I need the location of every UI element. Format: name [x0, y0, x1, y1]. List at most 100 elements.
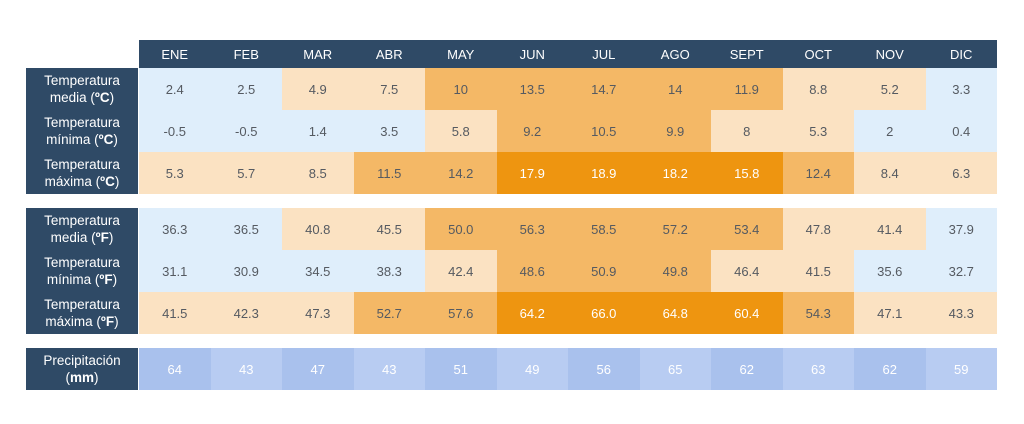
- table-cell: 47.1: [854, 292, 926, 334]
- table-cell: 10: [425, 68, 497, 110]
- table-cell: 57.6: [425, 292, 497, 334]
- table-cell: 64.8: [639, 292, 711, 334]
- table-cell: 15.8: [711, 152, 783, 194]
- table-cell: 8.4: [854, 152, 926, 194]
- month-header: DIC: [925, 40, 997, 68]
- month-header: SEPT: [711, 40, 783, 68]
- row-label: Temperatura media (ºF): [26, 208, 138, 250]
- table-cell: 36.3: [139, 208, 211, 250]
- table-cell: 36.5: [210, 208, 282, 250]
- table-cell: 41.5: [139, 292, 211, 334]
- table-cell: 4.9: [282, 68, 354, 110]
- table-cell: 38.3: [353, 250, 425, 292]
- row-label: Temperatura media (ºC): [26, 68, 138, 110]
- table-cell: 47.8: [782, 208, 854, 250]
- precip-cell: 43: [353, 348, 425, 390]
- table-cell: -0.5: [210, 110, 282, 152]
- table-cell: 50.0: [425, 208, 497, 250]
- table-cell: 32.7: [925, 250, 997, 292]
- table-cell: 45.5: [353, 208, 425, 250]
- table-cell: 3.5: [353, 110, 425, 152]
- table-cell: 5.3: [782, 110, 854, 152]
- table-cell: 3.3: [925, 68, 997, 110]
- table-cell: 14: [639, 68, 711, 110]
- month-header: MAY: [425, 40, 497, 68]
- precip-cell: 49: [496, 348, 568, 390]
- month-header: ENE: [139, 40, 211, 68]
- precip-cell: 63: [782, 348, 854, 390]
- table-cell: 5.7: [210, 152, 282, 194]
- table-cell: 46.4: [711, 250, 783, 292]
- table-cell: 2.4: [139, 68, 211, 110]
- table-cell: -0.5: [139, 110, 211, 152]
- table-cell: 1.4: [282, 110, 354, 152]
- table-cell: 41.5: [782, 250, 854, 292]
- precip-cell: 51: [425, 348, 497, 390]
- precip-cell: 59: [925, 348, 997, 390]
- table-cell: 11.9: [711, 68, 783, 110]
- table-cell: 35.6: [854, 250, 926, 292]
- precip-cell: 47: [282, 348, 354, 390]
- precip-cell: 64: [139, 348, 211, 390]
- precip-cell: 56: [568, 348, 640, 390]
- table-cell: 12.4: [782, 152, 854, 194]
- table-cell: 18.9: [568, 152, 640, 194]
- table-cell: 64.2: [496, 292, 568, 334]
- table-cell: 42.3: [210, 292, 282, 334]
- table-cell: 2: [854, 110, 926, 152]
- table-cell: 40.8: [282, 208, 354, 250]
- table-cell: 30.9: [210, 250, 282, 292]
- precip-cell: 65: [639, 348, 711, 390]
- table-cell: 7.5: [353, 68, 425, 110]
- table-cell: 41.4: [854, 208, 926, 250]
- table-cell: 43.3: [925, 292, 997, 334]
- table-cell: 0.4: [925, 110, 997, 152]
- table-cell: 50.9: [568, 250, 640, 292]
- table-cell: 53.4: [711, 208, 783, 250]
- table-cell: 60.4: [711, 292, 783, 334]
- table-cell: 52.7: [353, 292, 425, 334]
- table-cell: 8.8: [782, 68, 854, 110]
- table-cell: 37.9: [925, 208, 997, 250]
- row-label: Temperatura máxima (ºF): [26, 292, 138, 334]
- table-cell: 54.3: [782, 292, 854, 334]
- month-header: JUN: [496, 40, 568, 68]
- row-label-text: Temperatura mínima (ºF): [44, 255, 120, 287]
- table-cell: 9.2: [496, 110, 568, 152]
- table-cell: 48.6: [496, 250, 568, 292]
- table-cell: 5.2: [854, 68, 926, 110]
- table-cell: 31.1: [139, 250, 211, 292]
- table-cell: 5.8: [425, 110, 497, 152]
- table-cell: 17.9: [496, 152, 568, 194]
- table-cell: 14.2: [425, 152, 497, 194]
- table-cell: 9.9: [639, 110, 711, 152]
- month-header: FEB: [210, 40, 282, 68]
- row-label-text: Temperatura máxima (ºC): [44, 157, 120, 189]
- row-label: Temperatura mínima (ºF): [26, 250, 138, 292]
- table-cell: 66.0: [568, 292, 640, 334]
- table-cell: 8.5: [282, 152, 354, 194]
- row-label-text: Temperatura media (ºF): [44, 213, 120, 245]
- row-label: Temperatura mínima (ºC): [26, 110, 138, 152]
- month-header: NOV: [854, 40, 926, 68]
- table-cell: 6.3: [925, 152, 997, 194]
- table-cell: 14.7: [568, 68, 640, 110]
- table-cell: 49.8: [639, 250, 711, 292]
- month-header: MAR: [282, 40, 354, 68]
- table-cell: 11.5: [353, 152, 425, 194]
- table-cell: 42.4: [425, 250, 497, 292]
- table-cell: 34.5: [282, 250, 354, 292]
- precip-cell: 62: [854, 348, 926, 390]
- table-cell: 8: [711, 110, 783, 152]
- table-cell: 18.2: [639, 152, 711, 194]
- table-cell: 2.5: [210, 68, 282, 110]
- precip-cell: 62: [711, 348, 783, 390]
- month-header: ABR: [353, 40, 425, 68]
- table-cell: 10.5: [568, 110, 640, 152]
- table-cell: 57.2: [639, 208, 711, 250]
- row-label: Precipitación (mm): [26, 348, 138, 390]
- row-label-text: Temperatura media (ºC): [44, 73, 120, 105]
- table-cell: 13.5: [496, 68, 568, 110]
- table-cell: 56.3: [496, 208, 568, 250]
- row-label-text: Precipitación (mm): [43, 353, 121, 385]
